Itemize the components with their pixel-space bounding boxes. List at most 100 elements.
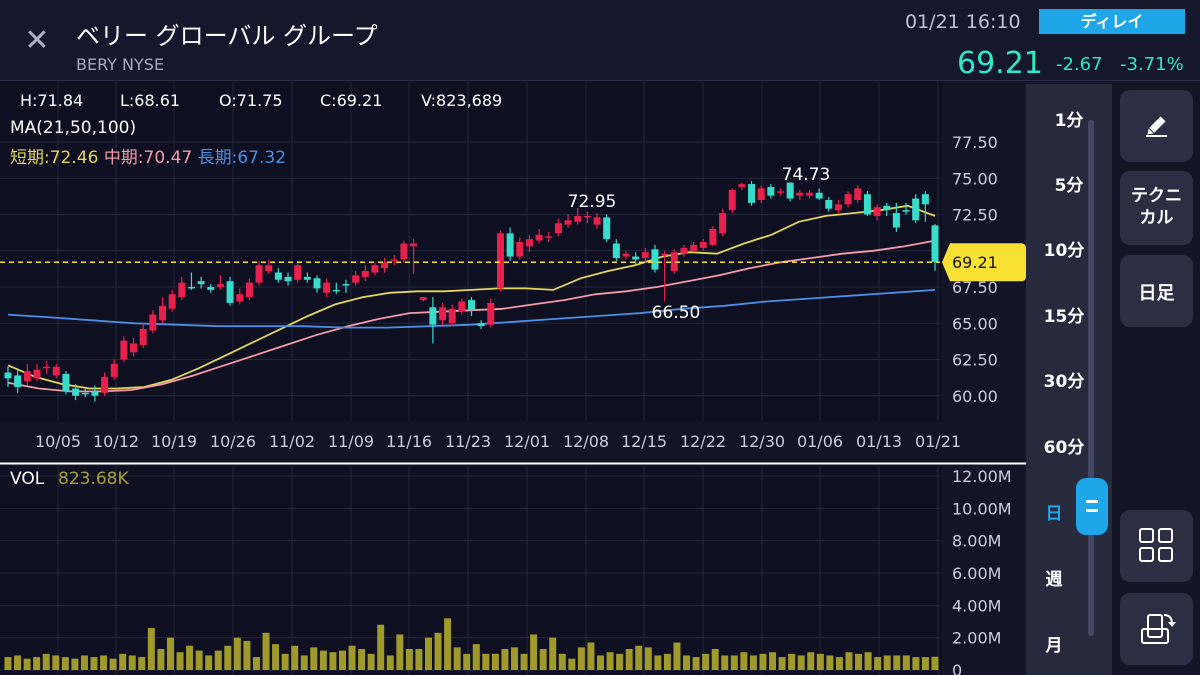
pencil-icon [1146,116,1167,137]
volume-bar [874,657,882,670]
price-axis-background [942,80,1026,675]
volume-bar [539,648,547,670]
volume-bar [835,657,843,670]
timeframe-weekly[interactable]: 週 [1045,570,1063,590]
candle-body [332,289,340,292]
candle-body [91,391,99,396]
volume-bar [367,653,375,670]
candle-body [361,271,369,277]
candle-body [748,184,756,203]
volume-bar [769,652,777,670]
volume-bar [329,652,337,670]
candle-body [390,259,398,261]
ma-short-value: 短期:72.46 [10,148,99,168]
candle-body [33,369,41,379]
candle-body [670,252,678,272]
candle-body [303,276,311,280]
volume-bar [683,655,691,670]
volume-bar [740,652,748,670]
volume-bar [138,657,146,670]
volume-label: VOL [10,469,45,489]
timeframe-30min[interactable]: 30分 [1043,372,1085,392]
candle-body [564,220,572,225]
volume-bar [711,648,719,670]
candle-body [525,239,533,247]
volume-bar [186,645,194,670]
candle-body [226,281,234,303]
ma-short-line [7,204,936,390]
volume-plot-background [0,466,942,675]
timeframe-60min[interactable]: 60分 [1043,438,1085,458]
timeframe-slider-track[interactable] [1088,120,1094,636]
volume-bar [549,637,557,670]
candle-body [651,249,659,270]
volume-bar [491,653,499,670]
timeframe-monthly[interactable]: 月 [1045,636,1063,656]
volume-bar [71,658,79,670]
timeframe-slider-handle[interactable] [1076,478,1108,535]
candle-body [593,217,601,225]
close-icon[interactable]: ✕ [24,23,50,58]
date-axis-label: 10/26 [210,432,256,451]
volume-bar [721,655,729,670]
volume-bar [453,647,461,670]
candle-body [371,265,379,273]
volume-bar [587,642,595,670]
volume-axis-label: 4.00M [952,596,1001,615]
ma-long-value: 長期:67.32 [197,148,287,168]
volume-bar [625,648,633,670]
volume-bar [243,640,251,670]
volume-bar [52,655,60,670]
candle-body [4,372,12,379]
volume-bar [482,653,490,670]
timeframe-daily[interactable]: 日 [1045,504,1063,524]
candle-body [641,252,649,258]
candle-body [728,189,736,211]
volume-bar [128,655,136,670]
candle-body [738,184,746,187]
timeframe-1min[interactable]: 1分 [1054,111,1084,131]
candle-body [274,272,282,280]
candle-body [352,275,360,283]
timeframe-5min[interactable]: 5分 [1054,176,1084,196]
candle-body [612,243,620,258]
price-change-percent: -3.71% [1120,54,1184,75]
date-axis-label: 11/16 [386,432,432,451]
price-annotation: 74.73 [782,165,831,185]
candle-body [323,282,331,293]
delay-badge: ディレイ [1039,9,1185,34]
candle-body [883,205,891,211]
layout-button[interactable] [1120,510,1193,582]
candle-body [284,276,292,282]
candle-body [101,376,109,393]
volume-bar [816,653,824,670]
volume-bar [778,657,786,670]
candle-body [72,388,80,396]
volume-bar [233,637,241,670]
volume-bar [577,647,585,670]
rotate-screen-icon [1141,614,1176,644]
ma-legend-values: 短期:72.46 中期:70.47 長期:67.32 [10,143,286,168]
candle-body [52,366,60,376]
candle-body [245,282,253,298]
volume-bar [845,652,853,670]
timeframe-10min[interactable]: 10分 [1043,241,1085,261]
draw-button[interactable] [1120,90,1193,162]
daily-chart-button[interactable]: 日足 [1120,255,1193,327]
technical-button[interactable]: テクニ カル [1120,171,1193,245]
candle-body [216,284,224,287]
candle-body [120,340,128,360]
volume-bar [855,653,863,670]
volume-bar [788,653,796,670]
volume-bar [157,648,165,670]
volume-bar [109,658,117,670]
date-axis-label: 12/30 [739,432,785,451]
timeframe-15min[interactable]: 15分 [1043,307,1085,327]
candle-body [439,307,447,321]
volume-bar [166,637,174,670]
candle-body [709,229,717,245]
rotate-screen-button[interactable] [1120,593,1193,665]
date-axis-label: 12/15 [621,432,667,451]
candle-body [110,363,118,377]
